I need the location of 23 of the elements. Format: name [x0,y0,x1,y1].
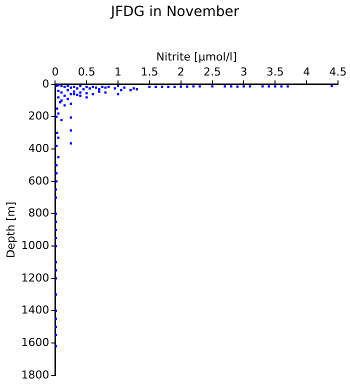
y-tick-label: 200 [28,110,50,123]
y-axis-title: Depth [m] [4,202,18,258]
y-tick-label: 400 [28,142,50,155]
y-tick-label: 1200 [21,271,50,284]
x-tick-label: 1.5 [140,66,158,79]
x-tick-label: 2.5 [204,66,222,79]
y-tick-label: 800 [28,206,50,220]
x-tick-label: 4.5 [329,66,347,79]
x-tick-label: 4 [303,66,310,79]
x-tick-label: 1 [114,66,122,79]
x-tick-label: 3.5 [266,66,284,79]
x-tick-label: 3 [240,66,248,79]
y-tick-label: 0 [42,77,50,90]
y-tick-label: 1800 [21,368,50,382]
chart-title: JFDG in November [109,4,240,20]
x-tick-label: 0.5 [78,66,96,79]
x-axis-title: Nitrite [µmol/l] [156,50,237,64]
y-tick-label: 1000 [21,238,50,252]
y-tick-label: 1400 [21,304,50,317]
x-tick-label: 0 [52,66,59,79]
y-tick-label: 1600 [21,336,50,349]
x-tick-label: 2 [177,66,184,79]
y-tick-label: 600 [28,174,50,188]
